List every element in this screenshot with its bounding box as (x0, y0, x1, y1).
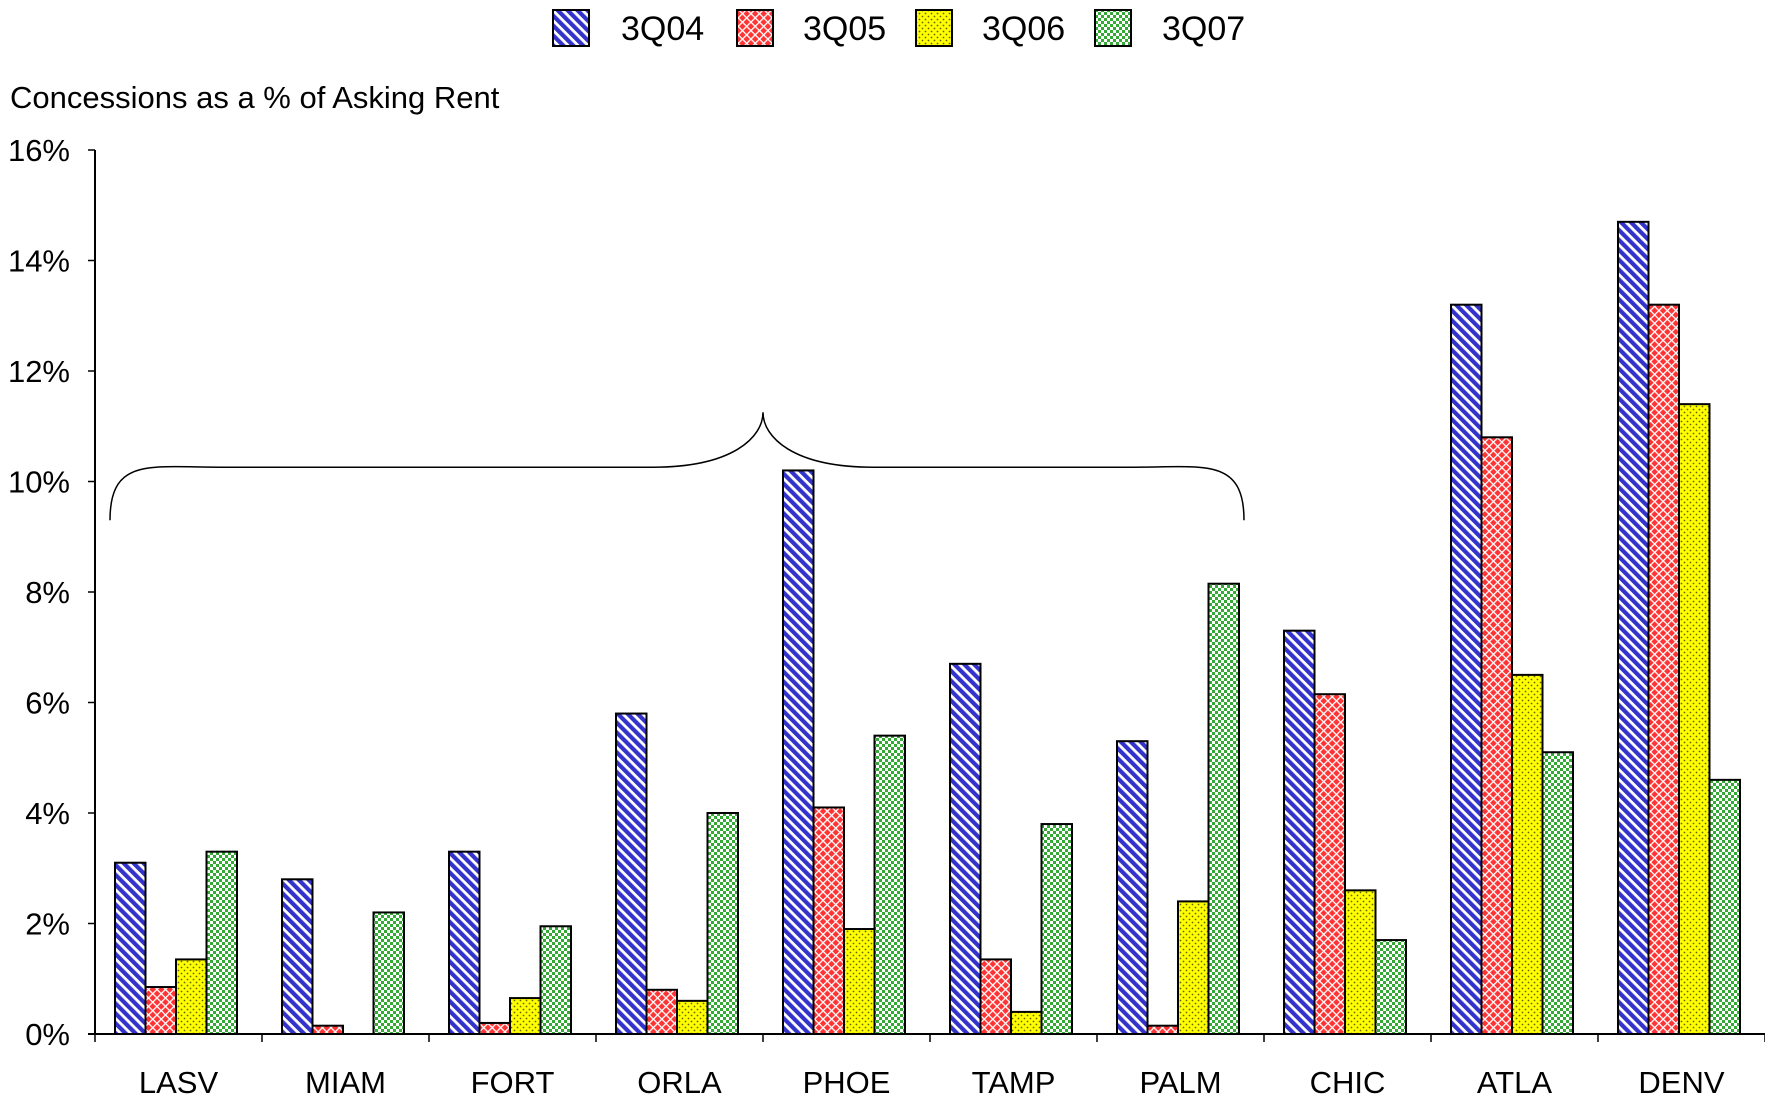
y-tick-label: 2% (25, 907, 70, 942)
bar-denv-3q06 (1678, 403, 1711, 1035)
bar-phoe-3q05 (812, 806, 845, 1035)
legend: 3Q04 3Q05 3Q06 3Q07 (552, 9, 1245, 48)
legend-swatch-3q06 (915, 9, 953, 47)
bars (114, 220, 1741, 1036)
bar-fort-3q07 (539, 925, 572, 1036)
bar-chic-3q04 (1283, 629, 1316, 1035)
y-tick-label: 10% (8, 465, 70, 500)
y-tick-label: 12% (8, 354, 70, 389)
y-axis-ticks: 0% 2% 4% 6% 8% 10% 12% 14% 16% (8, 133, 95, 1052)
bar-palm-3q04 (1116, 740, 1149, 1035)
bar-phoe-3q04 (782, 469, 815, 1035)
x-tick-label-lasv: LASV (139, 1065, 219, 1099)
bar-palm-3q05 (1146, 1024, 1179, 1036)
bar-orla-3q04 (615, 712, 648, 1035)
y-tick-label: 6% (25, 686, 70, 721)
group-brace (109, 412, 1245, 521)
y-tick-label: 16% (8, 133, 70, 168)
x-tick-label-orla: ORLA (637, 1065, 722, 1099)
bar-fort-3q06 (509, 997, 542, 1036)
legend-item-3q07: 3Q07 (1094, 9, 1245, 48)
legend-label-3q04: 3Q04 (621, 10, 704, 48)
x-tick-label-chic: CHIC (1310, 1065, 1386, 1099)
bar-phoe-3q07 (873, 734, 906, 1036)
bar-atla-3q05 (1480, 436, 1513, 1035)
bar-lasv-3q04 (114, 861, 147, 1035)
y-tick-label: 14% (8, 244, 70, 279)
bar-palm-3q07 (1207, 582, 1240, 1036)
bar-atla-3q04 (1450, 303, 1483, 1035)
bar-lasv-3q06 (175, 958, 208, 1035)
x-tick-label-denv: DENV (1638, 1065, 1724, 1099)
bar-lasv-3q07 (205, 850, 238, 1035)
y-tick-label: 4% (25, 796, 70, 831)
bar-palm-3q06 (1177, 900, 1210, 1036)
bar-denv-3q04 (1617, 220, 1650, 1035)
bar-tamp-3q06 (1010, 1010, 1043, 1036)
bar-chic-3q07 (1374, 939, 1407, 1036)
bar-tamp-3q05 (979, 958, 1012, 1035)
bar-phoe-3q06 (843, 928, 876, 1036)
y-tick-label: 0% (25, 1017, 70, 1052)
bar-fort-3q05 (478, 1021, 511, 1036)
bar-tamp-3q04 (949, 662, 982, 1035)
x-tick-label-fort: FORT (471, 1065, 555, 1099)
legend-item-3q04: 3Q04 (552, 9, 704, 48)
bar-orla-3q05 (645, 988, 678, 1035)
x-tick-label-phoe: PHOE (803, 1065, 891, 1099)
y-axis-title: Concessions as a % of Asking Rent (10, 80, 500, 115)
bar-denv-3q07 (1708, 778, 1741, 1035)
bar-atla-3q06 (1511, 673, 1544, 1035)
x-tick-label-palm: PALM (1139, 1065, 1221, 1099)
legend-label-3q06: 3Q06 (982, 10, 1065, 48)
legend-item-3q05: 3Q05 (736, 9, 886, 48)
y-tick-label: 8% (25, 575, 70, 610)
bar-denv-3q05 (1647, 303, 1680, 1035)
bar-atla-3q07 (1541, 751, 1574, 1035)
legend-swatch-3q04 (552, 9, 590, 47)
legend-swatch-3q05 (736, 9, 774, 47)
bar-miam-3q05 (311, 1024, 344, 1036)
bar-miam-3q07 (372, 911, 405, 1036)
bar-orla-3q06 (676, 999, 709, 1035)
x-tick-label-atla: ATLA (1477, 1065, 1553, 1099)
bar-fort-3q04 (448, 850, 481, 1035)
bar-tamp-3q07 (1040, 823, 1073, 1035)
bar-chic-3q05 (1313, 693, 1346, 1036)
bar-orla-3q07 (706, 812, 739, 1035)
bar-miam-3q04 (281, 878, 314, 1035)
legend-item-3q06: 3Q06 (915, 9, 1065, 48)
legend-label-3q05: 3Q05 (803, 10, 886, 48)
x-tick-label-tamp: TAMP (972, 1065, 1056, 1099)
bar-chic-3q06 (1344, 889, 1377, 1035)
legend-label-3q07: 3Q07 (1162, 10, 1245, 48)
x-tick-label-miam: MIAM (305, 1065, 386, 1099)
x-axis-ticks: LASV MIAM FORT ORLA PHOE TAMP PALM CHIC ATLA DENV (94, 1034, 1765, 1099)
legend-swatch-3q07 (1094, 9, 1132, 47)
bar-lasv-3q05 (144, 986, 177, 1035)
